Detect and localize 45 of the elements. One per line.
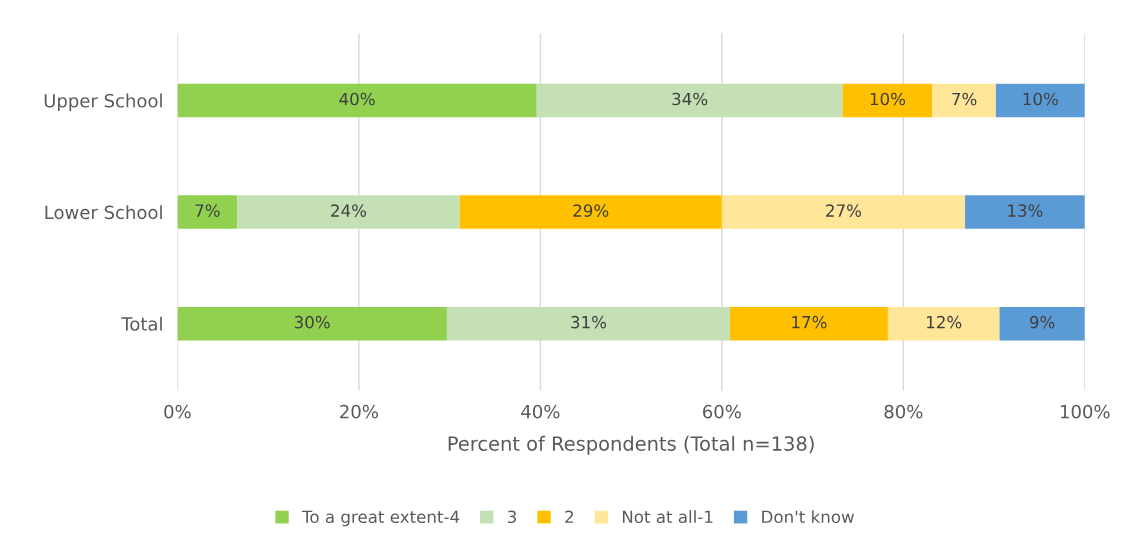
- data-label: 34%: [672, 92, 708, 106]
- legend-label: 2: [565, 510, 573, 523]
- x-tick-label: 60%: [703, 404, 741, 419]
- y-tick-label: Lower School: [45, 205, 162, 220]
- bar: [177, 83, 537, 118]
- bar: [730, 306, 888, 341]
- data-label: 30%: [294, 315, 330, 329]
- data-label: 9%: [1029, 315, 1055, 329]
- data-label: 27%: [826, 204, 862, 217]
- legend-label: Don't know: [762, 510, 854, 524]
- data-label: 40%: [339, 92, 375, 106]
- data-label: 7%: [952, 92, 977, 106]
- bar: [446, 306, 731, 341]
- x-tick-label: 40%: [521, 404, 560, 419]
- x-tick-label: 80%: [884, 404, 923, 419]
- data-label: 31%: [571, 315, 607, 329]
- bar: [177, 195, 238, 229]
- y-tick-label: Total: [121, 316, 162, 331]
- legend-label: Not at all-1: [622, 510, 713, 524]
- bar: [965, 195, 1085, 229]
- legend-label: 3: [508, 510, 517, 524]
- x-tick-label: 0%: [164, 404, 191, 419]
- bar: [237, 195, 460, 229]
- x-axis-title: Percent of Respondents (Total n=138): [448, 435, 814, 455]
- data-label: 13%: [1008, 204, 1043, 217]
- data-label: 12%: [927, 315, 962, 329]
- data-label: 17%: [792, 315, 827, 329]
- bar: [995, 83, 1085, 118]
- data-label: 7%: [195, 204, 220, 217]
- x-tick-label: 20%: [340, 404, 378, 419]
- bar: [721, 195, 966, 229]
- y-tick-label: Upper School: [44, 93, 162, 112]
- bar: [999, 306, 1085, 341]
- bar: [459, 195, 722, 229]
- data-label: 10%: [870, 92, 906, 106]
- legend-label: To a great extent-4: [301, 510, 460, 527]
- bar: [932, 83, 996, 118]
- data-label: 10%: [1023, 92, 1058, 106]
- bar: [887, 306, 1000, 341]
- x-tick-label: 100%: [1060, 404, 1110, 419]
- data-label: 24%: [331, 204, 367, 217]
- bar: [536, 83, 843, 118]
- bar: [842, 83, 933, 118]
- data-label: 29%: [573, 204, 609, 217]
- bar: [177, 306, 447, 341]
